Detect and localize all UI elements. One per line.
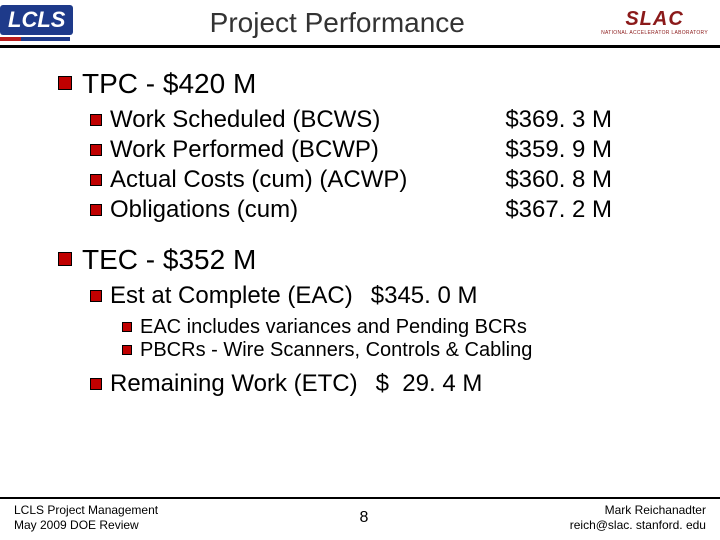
- tpc-row-value: $359. 9 M: [505, 136, 680, 164]
- table-row: Actual Costs (cum) (ACWP): [90, 166, 475, 194]
- eac-note: EAC includes variances and Pending BCRs: [140, 316, 527, 339]
- eac-note-row: EAC includes variances and Pending BCRs: [122, 316, 680, 339]
- lcls-logo: LCLS: [0, 5, 73, 35]
- etc-value: $ 29. 4 M: [376, 370, 483, 398]
- slide-title: Project Performance: [73, 7, 601, 39]
- footer-right: Mark Reichanadter reich@slac. stanford. …: [570, 503, 706, 534]
- table-row: Obligations (cum): [90, 196, 475, 224]
- bullet-icon: [90, 204, 102, 216]
- bullet-icon: [122, 322, 132, 332]
- footer-right-line2: reich@slac. stanford. edu: [570, 518, 706, 534]
- etc-label: Remaining Work (ETC): [110, 370, 358, 398]
- bullet-icon: [90, 378, 102, 390]
- slac-subtitle: NATIONAL ACCELERATOR LABORATORY: [601, 30, 708, 36]
- page-number: 8: [359, 509, 368, 527]
- eac-label: Est at Complete (EAC): [110, 282, 353, 310]
- tpc-row-value: $367. 2 M: [505, 196, 680, 224]
- footer-left-line2: May 2009 DOE Review: [14, 518, 158, 534]
- tec-heading-row: TEC - $352 M: [58, 244, 680, 276]
- etc-row: Remaining Work (ETC) $ 29. 4 M: [90, 370, 680, 398]
- eac-note-row: PBCRs - Wire Scanners, Controls & Cablin…: [122, 339, 680, 362]
- tpc-row-label: Work Scheduled (BCWS): [110, 106, 380, 134]
- lcls-underline: [0, 37, 70, 41]
- tec-heading: TEC - $352 M: [82, 244, 256, 276]
- slide-content: TPC - $420 M Work Scheduled (BCWS) $369.…: [0, 48, 720, 408]
- slide-header: LCLS Project Performance SLAC NATIONAL A…: [0, 0, 720, 48]
- tpc-row-label: Obligations (cum): [110, 196, 298, 224]
- eac-value: $345. 0 M: [371, 282, 478, 310]
- bullet-icon: [90, 144, 102, 156]
- bullet-icon: [122, 345, 132, 355]
- bullet-icon: [58, 252, 72, 266]
- slac-logo: SLAC: [625, 9, 683, 29]
- tpc-table: Work Scheduled (BCWS) $369. 3 M Work Per…: [90, 106, 680, 224]
- slide-footer: LCLS Project Management May 2009 DOE Rev…: [0, 497, 720, 540]
- table-row: Work Performed (BCWP): [90, 136, 475, 164]
- eac-row: Est at Complete (EAC) $345. 0 M: [90, 282, 680, 310]
- eac-note: PBCRs - Wire Scanners, Controls & Cablin…: [140, 339, 532, 362]
- tpc-row-label: Actual Costs (cum) (ACWP): [110, 166, 407, 194]
- tpc-heading: TPC - $420 M: [82, 68, 256, 100]
- tpc-heading-row: TPC - $420 M: [58, 68, 680, 100]
- footer-left-line1: LCLS Project Management: [14, 503, 158, 519]
- bullet-icon: [90, 174, 102, 186]
- lcls-logo-block: LCLS: [0, 0, 73, 45]
- bullet-icon: [58, 76, 72, 90]
- bullet-icon: [90, 114, 102, 126]
- tpc-row-value: $369. 3 M: [505, 106, 680, 134]
- table-row: Work Scheduled (BCWS): [90, 106, 475, 134]
- footer-left: LCLS Project Management May 2009 DOE Rev…: [14, 503, 158, 534]
- slac-logo-block: SLAC NATIONAL ACCELERATOR LABORATORY: [601, 9, 708, 36]
- tpc-row-label: Work Performed (BCWP): [110, 136, 379, 164]
- bullet-icon: [90, 290, 102, 302]
- footer-right-line1: Mark Reichanadter: [570, 503, 706, 519]
- tpc-row-value: $360. 8 M: [505, 166, 680, 194]
